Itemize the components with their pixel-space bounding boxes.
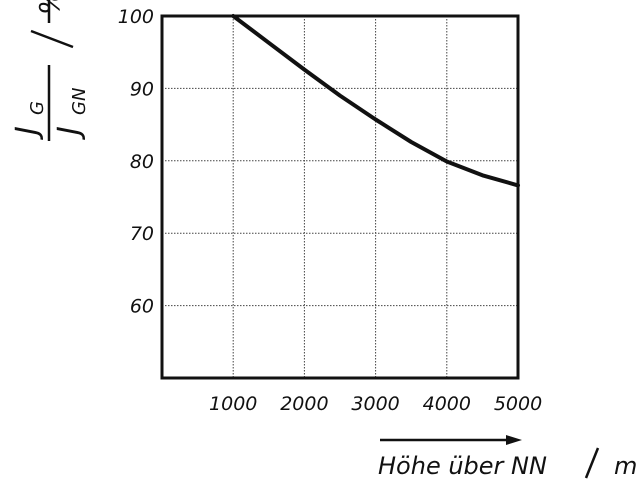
y-label-denominator: J — [52, 126, 87, 140]
x-tick-label: 1000 — [209, 393, 257, 415]
y-tick-labels: 60 70 80 90 100 — [118, 6, 154, 318]
y-tick-label: 70 — [130, 223, 154, 245]
x-tick-labels: 1000 2000 3000 4000 5000 — [209, 393, 542, 415]
y-label-denominator-sub: GN — [69, 88, 90, 115]
grid — [162, 15, 519, 378]
x-axis-label: Höhe über NN m — [378, 435, 637, 480]
x-label-arrow-head — [506, 435, 522, 445]
x-tick-label: 5000 — [494, 393, 542, 415]
y-axis-label: J G J GN % — [10, 0, 90, 141]
y-label-numerator-sub: G — [27, 101, 48, 115]
y-label-numerator: J — [10, 126, 45, 140]
x-tick-label: 2000 — [280, 393, 328, 415]
y-tick-label: 90 — [130, 78, 154, 100]
x-label-unit: m — [614, 452, 637, 480]
y-tick-label: 80 — [130, 151, 154, 173]
series-line — [231, 14, 520, 188]
x-label-slash — [584, 447, 600, 479]
y-tick-label: 100 — [118, 6, 154, 28]
plot-frame — [160, 14, 520, 380]
y-tick-label: 60 — [130, 296, 154, 318]
x-tick-label: 3000 — [351, 393, 399, 415]
x-label-text: Höhe über NN — [378, 452, 547, 480]
x-tick-label: 4000 — [423, 393, 471, 415]
y-label-slash — [30, 29, 74, 49]
